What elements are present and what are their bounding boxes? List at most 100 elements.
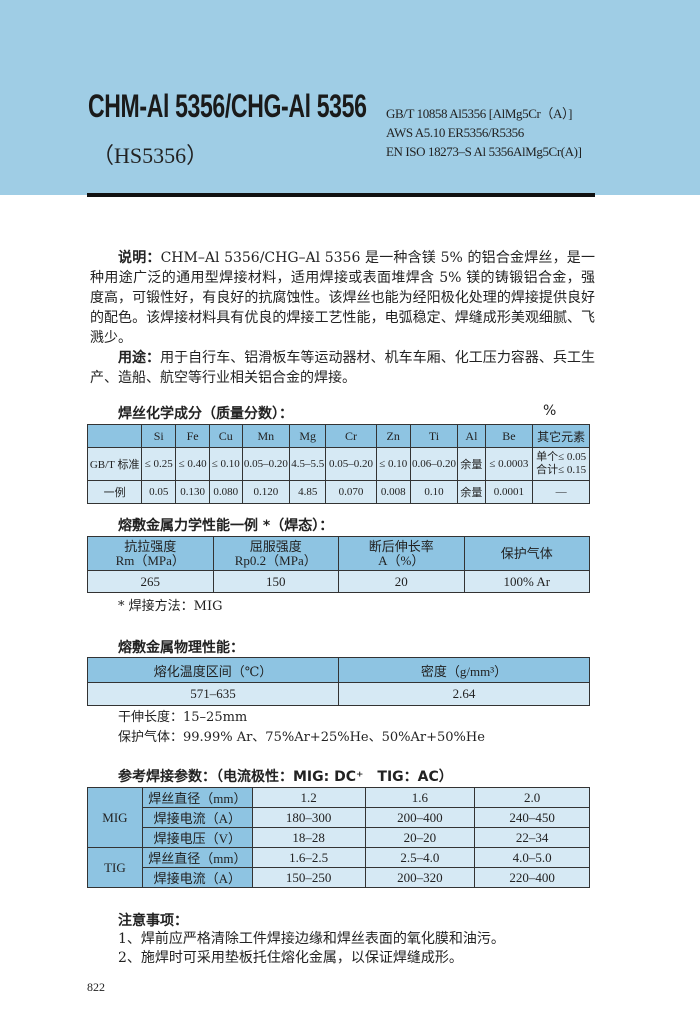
header-cell: Zn <box>375 424 411 448</box>
standard-gb: GB/T 10858 Al5356 [AlMg5Cr（A）] <box>386 106 573 121</box>
header-cell <box>86 424 143 448</box>
cell: 2.5–4.0 <box>364 847 476 868</box>
table-row: TIG 焊丝直径（mm） 1.6–2.5 2.5–4.0 4.0–5.0 <box>87 847 590 888</box>
mechanical-title: 熔敷金属力学性能一例 *（焊态）： <box>118 518 334 534</box>
cell: ≤ 0.25 <box>141 447 177 481</box>
header-cell: Cu <box>209 424 243 448</box>
header-cell: 其它元素 <box>532 424 590 448</box>
cell: 4.5–5.5 <box>289 447 327 481</box>
description-label: 说明： <box>118 250 161 266</box>
table-row: 焊接电流（A） 150–250 200–320 220–400 <box>88 867 590 888</box>
cell: 2.0 <box>474 787 590 808</box>
standard-aws: AWS A5.10 ER5356/R5356 <box>386 125 524 140</box>
header-line: 屈服强度 <box>249 538 302 554</box>
cell: 0.06–0.20 <box>409 447 459 481</box>
cell: ≤ 0.10 <box>375 447 411 481</box>
header-cell: 屈服强度 Rp0.2（MPa） <box>212 536 339 571</box>
cell: 0.120 <box>241 480 291 504</box>
product-subtitle: （HS5356） <box>92 143 209 168</box>
group-cell: MIG <box>87 787 143 848</box>
header-rule <box>87 193 595 197</box>
usage-text: 用于自行车、铝滑板车等运动器材、机车车厢、化工压力容器、兵工生产、造船、航空等行… <box>90 350 596 386</box>
chemical-unit: % <box>543 403 557 419</box>
header-line: Rm（MPa） <box>115 552 185 568</box>
params-table: MIG 焊丝直径（mm） 1.2 1.6 2.0 焊接电流（A） 180–300 200–4… <box>87 787 590 888</box>
cell: ≤ 0.0003 <box>484 447 534 481</box>
cell: 单个≤ 0.05 合计≤ 0.15 <box>532 447 590 481</box>
table-row: 焊接电流（A） 180–300 200–400 240–450 <box>88 807 590 828</box>
note-item: 1、焊前应严格清除工件焊接边缘和焊丝表面的氧化膜和油污。 <box>118 931 505 947</box>
table-row: Si Fe Cu Mn Mg Cr Zn Ti Al Be 其它元素 <box>86 424 590 448</box>
cell: 4.0–5.0 <box>474 847 590 868</box>
table-row: 571–635 2.64 <box>87 682 590 706</box>
header-band <box>0 0 700 195</box>
header-cell: 断后伸长率 A（%） <box>338 536 465 571</box>
cell: 0.008 <box>375 480 411 504</box>
cell: 0.10 <box>409 480 459 504</box>
row-label: 焊接电流（A） <box>141 807 253 828</box>
cell: 150–250 <box>251 867 366 888</box>
cell: 240–450 <box>474 807 590 828</box>
table-row: 焊接电压（V） 18–28 20–20 22–34 <box>88 827 590 848</box>
cell-line: 单个≤ 0.05 <box>536 451 587 463</box>
cell: 余量 <box>457 480 486 504</box>
standards: GB/T 10858 Al5356 [AlMg5Cr（A）] AWS A5.10… <box>386 104 582 161</box>
cell: 0.05–0.20 <box>241 447 291 481</box>
cell: 571–635 <box>87 682 339 706</box>
cell: 150 <box>212 570 339 593</box>
cell: 0.0001 <box>484 480 534 504</box>
cell: 265 <box>87 570 214 593</box>
mechanical-table: 抗拉强度 Rm（MPa） 屈服强度 Rp0.2（MPa） 断后伸长率 A（%） 保护气… <box>87 536 590 593</box>
page-number: 822 <box>87 980 105 994</box>
physical-table: 熔化温度区间（℃） 密度（g/mm³） 571–635 2.64 <box>87 657 590 706</box>
cell: 22–34 <box>474 827 590 848</box>
cell: 2.64 <box>338 682 590 706</box>
row-label: 焊丝直径（mm） <box>141 787 253 808</box>
cell: 200–400 <box>364 807 476 828</box>
header-cell: 密度（g/mm³） <box>338 657 590 683</box>
shielding-gas: 保护气体：99.99% Ar、75%Ar+25%He、50%Ar+50%He <box>118 730 485 745</box>
description-text: CHM–Al 5356/CHG–Al 5356 是一种含镁 5% 的铝合金焊丝，… <box>90 250 595 346</box>
header-line: 断后伸长率 <box>368 538 434 554</box>
cell: 一例 <box>86 480 143 504</box>
table-row: 抗拉强度 Rm（MPa） 屈服强度 Rp0.2（MPa） 断后伸长率 A（%） 保护气… <box>87 536 590 571</box>
params-title: 参考焊接参数：（电流极性：MIG: DC⁺ TIG：AC） <box>118 769 453 785</box>
header-cell: Al <box>457 424 486 448</box>
header-cell: Fe <box>175 424 211 448</box>
cell: 20 <box>338 570 465 593</box>
cell: 0.130 <box>175 480 211 504</box>
cell-line: 合计≤ 0.15 <box>536 464 587 476</box>
cell: 1.6–2.5 <box>251 847 366 868</box>
header-cell: Mg <box>289 424 327 448</box>
description: 说明：CHM–Al 5356/CHG–Al 5356 是一种含镁 5% 的铝合金… <box>90 248 595 348</box>
header-cell: Si <box>141 424 177 448</box>
row-label: 焊接电流（A） <box>141 867 253 888</box>
standard-en: EN ISO 18273–S Al 5356AlMg5Cr(A)] <box>386 144 582 159</box>
table-row: 熔化温度区间（℃） 密度（g/mm³） <box>87 657 590 683</box>
physical-title: 熔敷金属物理性能： <box>118 640 244 656</box>
table-row: MIG 焊丝直径（mm） 1.2 1.6 2.0 <box>87 787 590 848</box>
cell: 1.6 <box>364 787 476 808</box>
header-line: A（%） <box>378 552 425 568</box>
cell: 0.080 <box>209 480 243 504</box>
cell: 18–28 <box>251 827 366 848</box>
group-cell: TIG <box>87 847 143 888</box>
header-cell: Ti <box>409 424 459 448</box>
table-row: GB/T 标准 ≤ 0.25 ≤ 0.40 ≤ 0.10 0.05–0.20 4.5–5.… <box>86 447 590 481</box>
cell: GB/T 标准 <box>86 447 143 481</box>
cell: 余量 <box>457 447 486 481</box>
row-label: 焊丝直径（mm） <box>141 847 253 868</box>
header-cell: Cr <box>325 424 377 448</box>
header-line: Rp0.2（MPa） <box>234 552 317 568</box>
chemical-table: Si Fe Cu Mn Mg Cr Zn Ti Al Be 其它元素 GB/T 标准 ≤ 0.25 ≤ … <box>86 424 590 504</box>
note-item: 2、施焊时可采用垫板托住熔化金属，以保证焊缝成形。 <box>118 950 463 966</box>
cell: 200–320 <box>364 867 476 888</box>
header-cell: Mn <box>241 424 291 448</box>
cell: ≤ 0.40 <box>175 447 211 481</box>
usage: 用途：用于自行车、铝滑板车等运动器材、机车车厢、化工压力容器、兵工生产、造船、航… <box>90 348 595 388</box>
cell: 0.05 <box>141 480 177 504</box>
cell: 220–400 <box>474 867 590 888</box>
mechanical-footnote: * 焊接方法：MIG <box>118 599 223 614</box>
cell: 1.2 <box>251 787 366 808</box>
header-cell: 保护气体 <box>463 536 590 571</box>
